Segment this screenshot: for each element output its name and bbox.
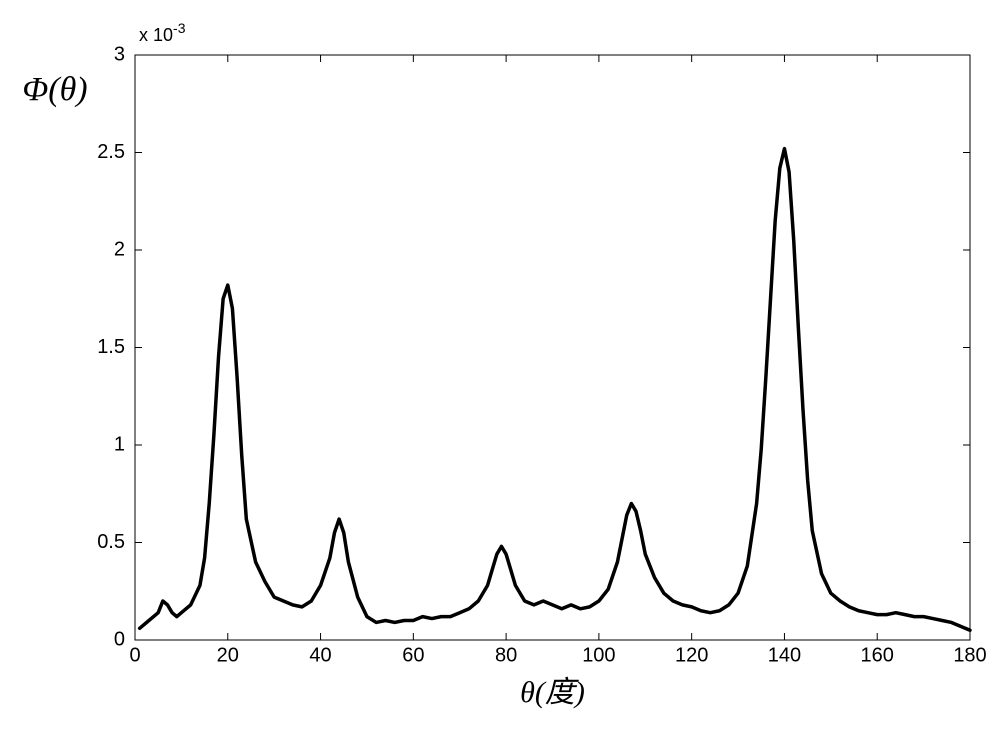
x-tick-label: 80 bbox=[495, 645, 517, 667]
y-multiplier-label: x 10-3 bbox=[139, 20, 186, 45]
y-axis-title: Φ(θ) bbox=[22, 71, 87, 108]
y-tick-label: 1 bbox=[114, 433, 125, 455]
x-axis-title: θ(度) bbox=[520, 676, 585, 709]
y-tick-label: 0 bbox=[114, 628, 125, 650]
x-tick-label: 140 bbox=[768, 645, 801, 667]
series-line bbox=[140, 149, 970, 631]
x-tick-label: 0 bbox=[129, 645, 140, 667]
y-tick-label: 0.5 bbox=[97, 531, 125, 553]
y-tick-label: 1.5 bbox=[97, 336, 125, 358]
x-tick-label: 40 bbox=[309, 645, 331, 667]
x-tick-label: 20 bbox=[217, 645, 239, 667]
x-tick-label: 180 bbox=[953, 645, 986, 667]
plot-box bbox=[135, 55, 970, 640]
chart-container: 0 20 40 60 80 100 120 140 160 180 0 0.5 1 1.5 2 2.5 3 x 1… bbox=[0, 0, 1000, 730]
y-tick-label: 2.5 bbox=[97, 141, 125, 163]
y-tick-label: 2 bbox=[114, 238, 125, 260]
x-tick-label: 100 bbox=[582, 645, 615, 667]
x-tick-label: 160 bbox=[861, 645, 894, 667]
y-tick-label: 3 bbox=[114, 43, 125, 65]
line-chart: 0 20 40 60 80 100 120 140 160 180 0 0.5 1 1.5 2 2.5 3 x 1… bbox=[0, 0, 1000, 730]
x-tick-label: 60 bbox=[402, 645, 424, 667]
x-tick-label: 120 bbox=[675, 645, 708, 667]
